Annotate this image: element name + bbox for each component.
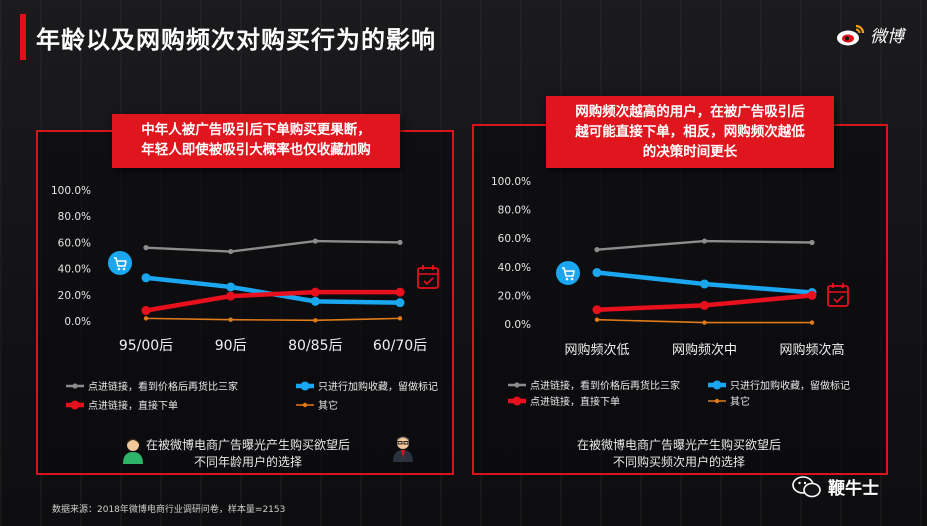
legend-marker: [300, 381, 310, 391]
callout-line: 越可能直接下单，相反，网购频次越低: [575, 124, 805, 140]
legend-marker: [72, 383, 78, 389]
title-accent-bar: [20, 14, 26, 60]
data-point: [141, 306, 151, 316]
watermark: 鞭牛士: [792, 474, 879, 499]
data-point: [310, 287, 320, 297]
callout-line: 的决策时间更长: [642, 144, 738, 160]
callout-line: 中年人被广告吸引后下单购买更果断，: [141, 122, 371, 138]
line-chart: 100.0% 80.0% 60.0% 40.0% 20.0% 0.0% 95/00后 90后 8…: [51, 185, 439, 412]
y-tick-label: 80.0%: [498, 205, 531, 217]
calendar-icon: [827, 283, 849, 307]
data-point: [807, 290, 817, 300]
data-point: [702, 320, 707, 325]
legend-marker: [302, 402, 308, 408]
frequency-chart-panel: [472, 124, 888, 475]
legend-marker: [712, 380, 722, 390]
y-tick-label: 40.0%: [498, 262, 531, 274]
data-point: [310, 296, 320, 306]
data-point: [141, 273, 151, 283]
legend-marker: [714, 398, 720, 404]
y-tick-label: 20.0%: [498, 290, 531, 302]
wechat-icon: [792, 475, 821, 497]
callout-line: 网购频次越高的用户，在被广告吸引后: [575, 104, 805, 120]
caption-line: 在被微博电商广告曝光产生购买欲望后: [576, 438, 781, 452]
legend-marker: [514, 382, 520, 388]
shopping-cart-icon: [556, 261, 580, 285]
age-chart-caption: 在被微博电商广告曝光产生购买欲望后 不同年龄用户的选择: [118, 437, 378, 471]
legend-label: 只进行加购收藏，留做标记: [730, 379, 850, 392]
caption-line: 不同年龄用户的选择: [193, 455, 302, 469]
legend-label: 点进链接，看到价格后再货比三家: [88, 380, 238, 393]
legend-label: 其它: [318, 399, 338, 412]
data-point: [395, 287, 405, 297]
data-point: [143, 245, 149, 251]
data-point: [700, 300, 709, 310]
age-insight-callout: 中年人被广告吸引后下单购买更果断， 年轻人即使被吸引大概率也仅收藏加购: [112, 114, 400, 168]
data-point: [594, 247, 600, 253]
x-category-label: 80/85后: [288, 338, 342, 354]
data-point: [226, 282, 236, 292]
data-source-note: 数据来源：2018年微博电商行业调研问卷，样本量=2153: [52, 505, 286, 515]
y-tick-label: 100.0%: [51, 185, 91, 197]
data-point: [592, 305, 602, 315]
y-tick-label: 60.0%: [498, 233, 531, 245]
data-point: [700, 279, 709, 289]
legend-marker: [70, 400, 80, 410]
data-point: [592, 268, 602, 278]
data-point: [143, 316, 149, 321]
x-category-label: 网购频次高: [779, 342, 844, 358]
legend-marker: [512, 396, 522, 406]
callout-line: 年轻人即使被吸引大概率也仅收藏加购: [141, 142, 371, 158]
series-line: [143, 289, 403, 313]
calendar-icon: [417, 265, 439, 289]
shopping-cart-icon: [108, 251, 132, 275]
weibo-icon: [837, 24, 865, 45]
x-category-label: 网购频次中: [672, 342, 737, 358]
caption-line: 不同购买频次用户的选择: [612, 455, 745, 469]
legend-label: 点进链接，看到价格后再货比三家: [530, 379, 680, 392]
y-tick-label: 0.0%: [504, 319, 531, 331]
y-tick-label: 100.0%: [491, 176, 531, 188]
caption-line: 在被微博电商广告曝光产生购买欲望后: [145, 438, 350, 452]
frequency-chart-caption: 在被微博电商广告曝光产生购买欲望后 不同购买频次用户的选择: [548, 437, 810, 471]
y-tick-label: 80.0%: [58, 211, 91, 223]
legend-label: 只进行加购收藏，留做标记: [318, 380, 438, 393]
frequency-insight-callout: 网购频次越高的用户，在被广告吸引后 越可能直接下单，相反，网购频次越低 的决策时…: [546, 96, 834, 168]
y-tick-label: 40.0%: [58, 264, 91, 276]
data-point: [809, 239, 815, 246]
data-point: [228, 317, 233, 322]
young-person-icon: [123, 438, 143, 464]
x-category-label: 60/70后: [373, 338, 427, 354]
watermark-text: 鞭牛士: [828, 479, 879, 499]
legend-label: 点进链接，直接下单: [88, 399, 178, 412]
series-line: [145, 317, 401, 322]
data-point: [228, 248, 234, 255]
data-point: [594, 317, 600, 322]
data-point: [809, 320, 815, 325]
data-point: [312, 238, 318, 244]
x-category-label: 95/00后: [119, 338, 173, 354]
data-point: [397, 316, 403, 321]
y-tick-label: 20.0%: [58, 290, 91, 302]
data-point: [397, 239, 403, 245]
data-point: [313, 318, 318, 323]
series-line: [144, 239, 402, 253]
line-chart: 100.0% 80.0% 60.0% 40.0% 20.0% 0.0% 网购频次低 网购频次中…: [491, 176, 850, 408]
middle-aged-person-icon: [393, 436, 413, 462]
weibo-logo: 微博: [836, 22, 904, 47]
x-category-label: 网购频次低: [564, 342, 629, 358]
page-title: 年龄以及网购频次对购买行为的影响: [36, 26, 436, 54]
data-point: [226, 291, 236, 301]
legend-label: 点进链接，直接下单: [530, 395, 620, 408]
x-category-label: 90后: [215, 338, 247, 354]
legend-label: 其它: [730, 395, 750, 408]
data-point: [701, 238, 708, 244]
weibo-logo-text: 微博: [870, 27, 904, 47]
y-tick-label: 0.0%: [64, 316, 91, 328]
data-point: [395, 298, 405, 308]
y-tick-label: 60.0%: [58, 237, 91, 249]
